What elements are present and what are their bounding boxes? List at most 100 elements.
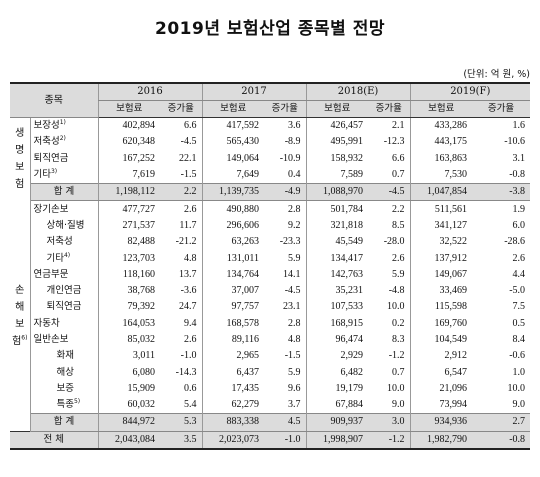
premium-cell: 501,784 xyxy=(305,200,369,218)
header-category: 종목 xyxy=(10,82,98,118)
row-label-text: 퇴직연금 xyxy=(33,152,69,164)
growth-cell: -4.8 xyxy=(388,285,405,297)
growth-cell: 7.5 xyxy=(512,301,526,313)
premium-cell: 477,727 xyxy=(97,200,160,218)
premium-cell: 15,909 xyxy=(97,380,160,398)
row-label: 특종5) xyxy=(30,397,98,414)
premium-cell: 164,053 xyxy=(97,315,160,332)
growth-cell: -12.3 xyxy=(383,136,405,148)
growth-cell: 2.7 xyxy=(472,413,531,432)
growth-cell: 9.2 xyxy=(288,219,301,231)
table-row: 저축성2) 620,348 -4.5 565,430 -8.9 495,991 -12.3 4… xyxy=(10,134,530,151)
premium-cell: 426,457 xyxy=(305,117,369,135)
growth-cell: 24.7 xyxy=(179,301,197,313)
row-label: 저축성 xyxy=(30,234,98,250)
growth-cell: -23.3 xyxy=(279,236,301,248)
header-growth: 증가율 xyxy=(472,100,531,118)
growth-cell: -28.0 xyxy=(383,236,405,248)
row-label: 화재 xyxy=(30,348,98,364)
growth-cell: 2.1 xyxy=(392,120,405,132)
growth-cell: 3.7 xyxy=(288,399,301,411)
growth-cell: 4.4 xyxy=(512,268,526,280)
premium-cell: 63,263 xyxy=(201,234,265,251)
row-label: 합 계 xyxy=(30,183,98,202)
row-label: 퇴직연금 xyxy=(30,151,98,167)
footnote-mark: 1) xyxy=(59,118,66,126)
premium-cell: 169,760 xyxy=(409,315,473,332)
premium-cell: 1,198,112 xyxy=(97,183,160,202)
growth-cell: -1.2 xyxy=(368,430,411,450)
group-label-char: 험 xyxy=(15,179,25,191)
premium-cell: 167,252 xyxy=(97,150,160,167)
growth-cell: 0.5 xyxy=(512,317,526,329)
header-year: 2019(F) xyxy=(409,82,531,101)
growth-cell: 9.6 xyxy=(288,382,301,394)
premium-cell: 883,338 xyxy=(201,413,265,432)
premium-cell: 96,474 xyxy=(305,331,369,349)
group-label-char: 명 xyxy=(15,145,25,157)
premium-cell: 341,127 xyxy=(409,217,473,235)
growth-cell: -1.2 xyxy=(388,350,405,362)
premium-cell: 6,482 xyxy=(305,364,369,381)
table-row: 기타4) 123,703 4.8 131,011 5.9 134,417 2.6 137,91… xyxy=(10,250,530,267)
row-label: 연금부문 xyxy=(30,267,98,283)
premium-cell: 149,064 xyxy=(201,150,265,167)
premium-cell: 67,884 xyxy=(305,397,369,414)
table-row: 해상 6,080 -14.3 6,437 5.9 6,482 0.7 6,547 1.0 xyxy=(10,364,530,381)
row-label: 개인연금 xyxy=(30,283,98,299)
growth-cell: 1.0 xyxy=(512,366,526,378)
group-label-char: 보 xyxy=(15,318,25,330)
footnote-mark: 6) xyxy=(21,334,28,342)
table-row: 보증 15,909 0.6 17,435 9.6 19,179 10.0 21,096 10.0 xyxy=(10,380,530,398)
growth-cell: -1.5 xyxy=(284,350,301,362)
premium-cell: 2,929 xyxy=(305,348,369,365)
header-growth: 증가율 xyxy=(264,100,307,118)
premium-cell: 142,763 xyxy=(305,266,369,283)
premium-cell: 7,589 xyxy=(305,166,369,184)
row-label-text: 기타 xyxy=(33,169,51,181)
premium-cell: 37,007 xyxy=(201,282,265,300)
growth-cell: -1.5 xyxy=(180,169,197,181)
growth-cell: 2.8 xyxy=(288,317,301,329)
growth-cell: 1.6 xyxy=(512,120,526,132)
premium-cell: 33,469 xyxy=(409,282,473,300)
growth-cell: -0.8 xyxy=(509,169,526,181)
subtotal-row: 합 계 1,198,112 2.2 1,139,735 -4.9 1,088,970 -4.… xyxy=(10,183,531,202)
premium-cell: 79,392 xyxy=(97,299,160,316)
premium-cell: 38,768 xyxy=(97,282,160,300)
growth-cell: 5.9 xyxy=(288,366,301,378)
growth-cell: 2.6 xyxy=(184,334,197,345)
growth-cell: -3.6 xyxy=(180,285,197,297)
row-label: 장기손보 xyxy=(30,201,98,218)
growth-cell: 9.0 xyxy=(392,399,405,411)
growth-cell: 5.4 xyxy=(184,399,197,411)
group-label-char: 해 xyxy=(15,301,25,313)
row-label: 자동차 xyxy=(30,316,98,332)
header-year: 2018(E) xyxy=(305,82,411,101)
growth-cell: 2.2 xyxy=(392,203,405,215)
growth-cell: 22.1 xyxy=(179,152,197,164)
premium-cell: 158,932 xyxy=(305,150,369,167)
growth-cell: -8.9 xyxy=(284,136,301,148)
growth-cell: 5.9 xyxy=(392,268,405,280)
row-label-text: 특종 xyxy=(56,399,74,411)
growth-cell: -14.3 xyxy=(175,366,197,378)
premium-cell: 134,764 xyxy=(201,266,265,283)
row-label-text: 저축성 xyxy=(33,136,60,148)
total-label: 전 체 xyxy=(10,430,98,450)
row-label: 기타3) xyxy=(30,167,98,184)
premium-cell: 2,965 xyxy=(201,348,265,365)
row-label-text: 화재 xyxy=(56,350,74,362)
premium-cell: 565,430 xyxy=(201,134,265,151)
header-premium: 보험료 xyxy=(201,100,265,118)
growth-cell: -0.8 xyxy=(472,430,531,450)
premium-cell: 7,619 xyxy=(97,166,160,184)
insurance-forecast-table: 종목 2016 2017 2018(E) 2019(F) 보험료 증가율 보험료… xyxy=(10,82,531,450)
growth-cell: -0.6 xyxy=(509,350,526,362)
premium-cell: 1,139,735 xyxy=(201,183,265,202)
premium-cell: 82,488 xyxy=(97,234,160,251)
growth-cell: 0.4 xyxy=(288,169,301,181)
premium-cell: 1,088,970 xyxy=(305,183,369,202)
premium-cell: 934,936 xyxy=(409,413,473,432)
row-label: 퇴직연금 xyxy=(30,299,98,315)
